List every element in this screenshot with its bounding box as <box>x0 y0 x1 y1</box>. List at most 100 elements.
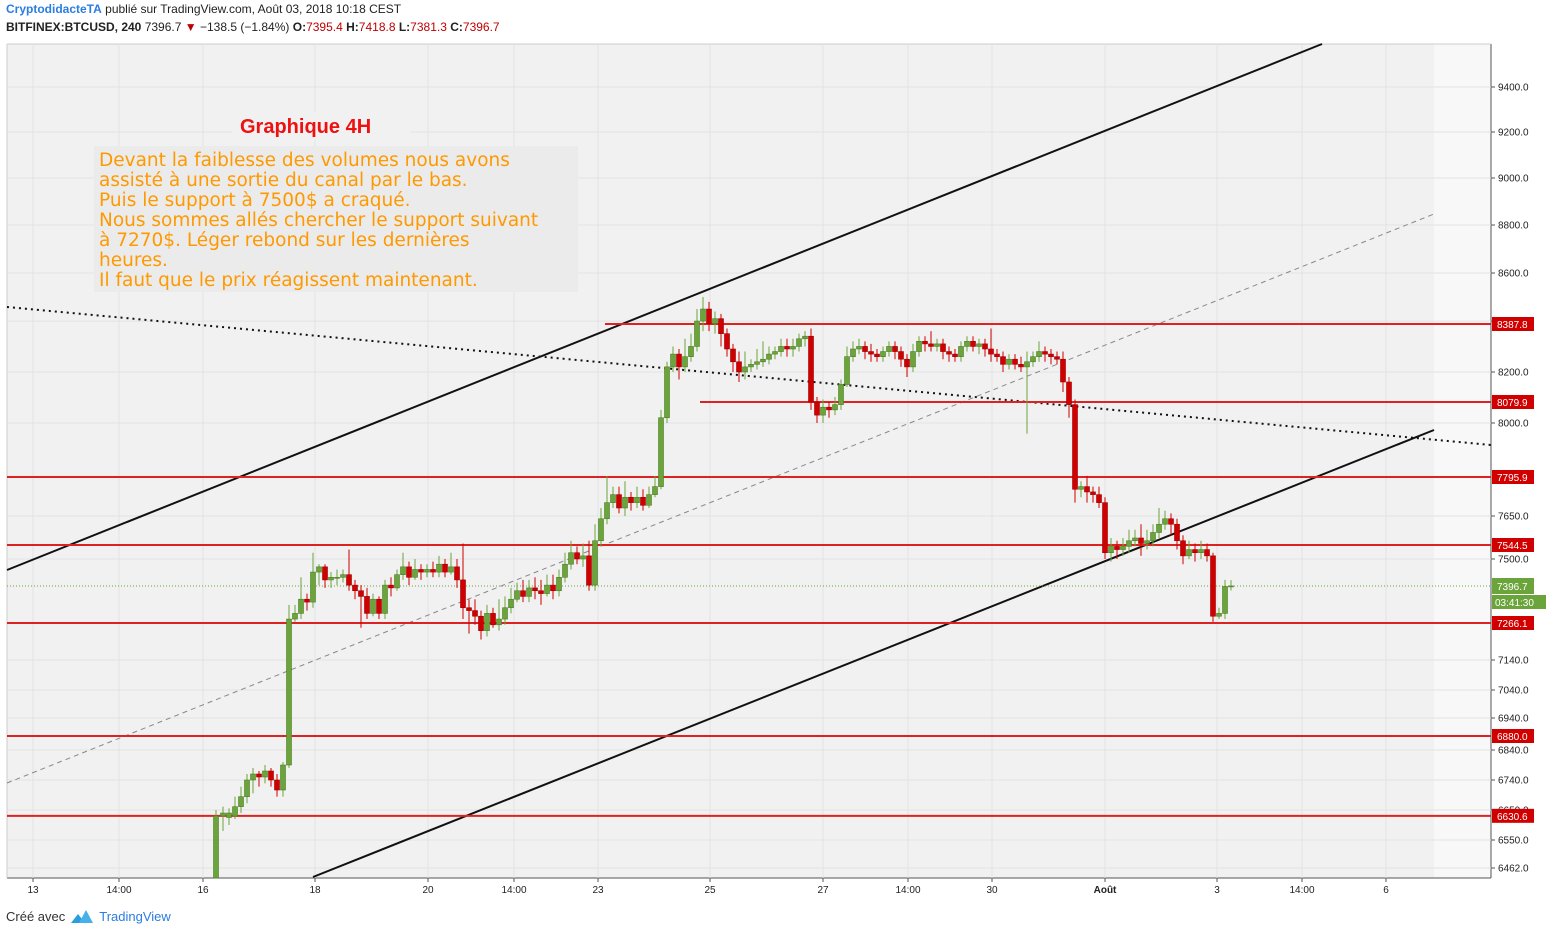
candle[interactable] <box>556 569 562 597</box>
candle[interactable] <box>1114 540 1120 559</box>
candle[interactable] <box>868 343 874 362</box>
candle[interactable] <box>388 577 394 597</box>
channel-upper-line[interactable] <box>6 43 1323 571</box>
candle[interactable] <box>700 297 706 332</box>
candle[interactable] <box>250 768 256 794</box>
candle[interactable] <box>628 491 634 511</box>
candle[interactable] <box>310 552 316 608</box>
candle[interactable] <box>292 604 298 622</box>
channel-lower-line[interactable] <box>312 429 1435 878</box>
candle[interactable] <box>934 338 940 352</box>
candle[interactable] <box>472 599 478 625</box>
candle[interactable] <box>748 359 754 372</box>
candle[interactable] <box>358 585 364 628</box>
candle[interactable] <box>286 604 292 768</box>
candle[interactable] <box>796 333 802 352</box>
candle[interactable] <box>910 343 916 372</box>
candle[interactable] <box>850 341 856 362</box>
candle[interactable] <box>1162 510 1168 530</box>
candle[interactable] <box>604 475 610 525</box>
candle[interactable] <box>442 559 448 578</box>
candle[interactable] <box>988 328 994 362</box>
candle[interactable] <box>1126 529 1132 553</box>
candle[interactable] <box>916 336 922 357</box>
candle[interactable] <box>1138 524 1144 556</box>
candle[interactable] <box>340 569 346 583</box>
candle[interactable] <box>520 579 526 603</box>
candle[interactable] <box>862 341 868 360</box>
candle[interactable] <box>1078 481 1084 498</box>
candle[interactable] <box>280 762 286 797</box>
candle[interactable] <box>718 313 724 347</box>
candle[interactable] <box>262 765 268 784</box>
candle[interactable] <box>1198 540 1204 559</box>
candle[interactable] <box>394 569 400 591</box>
candle[interactable] <box>1192 543 1198 562</box>
candle[interactable] <box>760 341 766 367</box>
candle[interactable] <box>1066 376 1072 418</box>
candle[interactable] <box>856 338 862 355</box>
candle[interactable] <box>1150 524 1156 547</box>
candle[interactable] <box>1168 513 1174 536</box>
candle[interactable] <box>1090 486 1096 503</box>
candle[interactable] <box>832 396 838 416</box>
candle[interactable] <box>688 333 694 362</box>
candle[interactable] <box>1084 475 1090 503</box>
candle[interactable] <box>1156 507 1162 538</box>
candle[interactable] <box>1030 351 1036 367</box>
candle[interactable] <box>994 348 1000 362</box>
candle[interactable] <box>508 587 514 614</box>
candle[interactable] <box>622 481 628 516</box>
symbol-label[interactable]: BITFINEX:BTCUSD, 240 <box>6 20 142 34</box>
tradingview-link[interactable]: TradingView <box>99 909 171 924</box>
candle[interactable] <box>1012 354 1018 370</box>
candle[interactable] <box>1186 540 1192 559</box>
candle[interactable] <box>1120 537 1126 556</box>
candle[interactable] <box>568 540 574 570</box>
candle[interactable] <box>334 569 340 586</box>
candle[interactable] <box>1072 399 1078 503</box>
candle[interactable] <box>274 774 280 797</box>
candle[interactable] <box>724 328 730 357</box>
candle[interactable] <box>490 607 496 628</box>
candle[interactable] <box>400 552 406 580</box>
candle[interactable] <box>958 341 964 362</box>
candle[interactable] <box>466 599 472 634</box>
candle[interactable] <box>1210 552 1216 622</box>
candle[interactable] <box>478 610 484 640</box>
candle[interactable] <box>964 336 970 352</box>
candle[interactable] <box>802 331 808 347</box>
candle[interactable] <box>496 599 502 631</box>
candle[interactable] <box>904 354 910 377</box>
author-name[interactable]: CryptodidacteTA <box>6 2 102 16</box>
candle[interactable] <box>682 338 688 372</box>
candle[interactable] <box>580 543 586 567</box>
candle[interactable] <box>376 596 382 620</box>
candle[interactable] <box>352 579 358 600</box>
candle[interactable] <box>694 309 700 352</box>
candle[interactable] <box>238 786 244 813</box>
candle[interactable] <box>742 351 748 380</box>
candle[interactable] <box>574 546 580 565</box>
candle[interactable] <box>304 593 310 611</box>
candle[interactable] <box>880 346 886 362</box>
candle[interactable] <box>838 379 844 410</box>
candle[interactable] <box>898 346 904 367</box>
candle[interactable] <box>370 593 376 617</box>
candle[interactable] <box>616 486 622 514</box>
candle[interactable] <box>1018 356 1024 372</box>
candle[interactable] <box>784 338 790 357</box>
candle[interactable] <box>1180 535 1186 565</box>
candle[interactable] <box>448 552 454 575</box>
candle[interactable] <box>922 336 928 352</box>
candle[interactable] <box>514 582 520 603</box>
candle[interactable] <box>328 572 334 588</box>
candle[interactable] <box>418 564 424 580</box>
candle[interactable] <box>712 311 718 334</box>
candle[interactable] <box>730 343 736 372</box>
candle[interactable] <box>298 577 304 620</box>
candle[interactable] <box>220 806 226 831</box>
candle[interactable] <box>1144 529 1150 550</box>
candle[interactable] <box>484 604 490 637</box>
